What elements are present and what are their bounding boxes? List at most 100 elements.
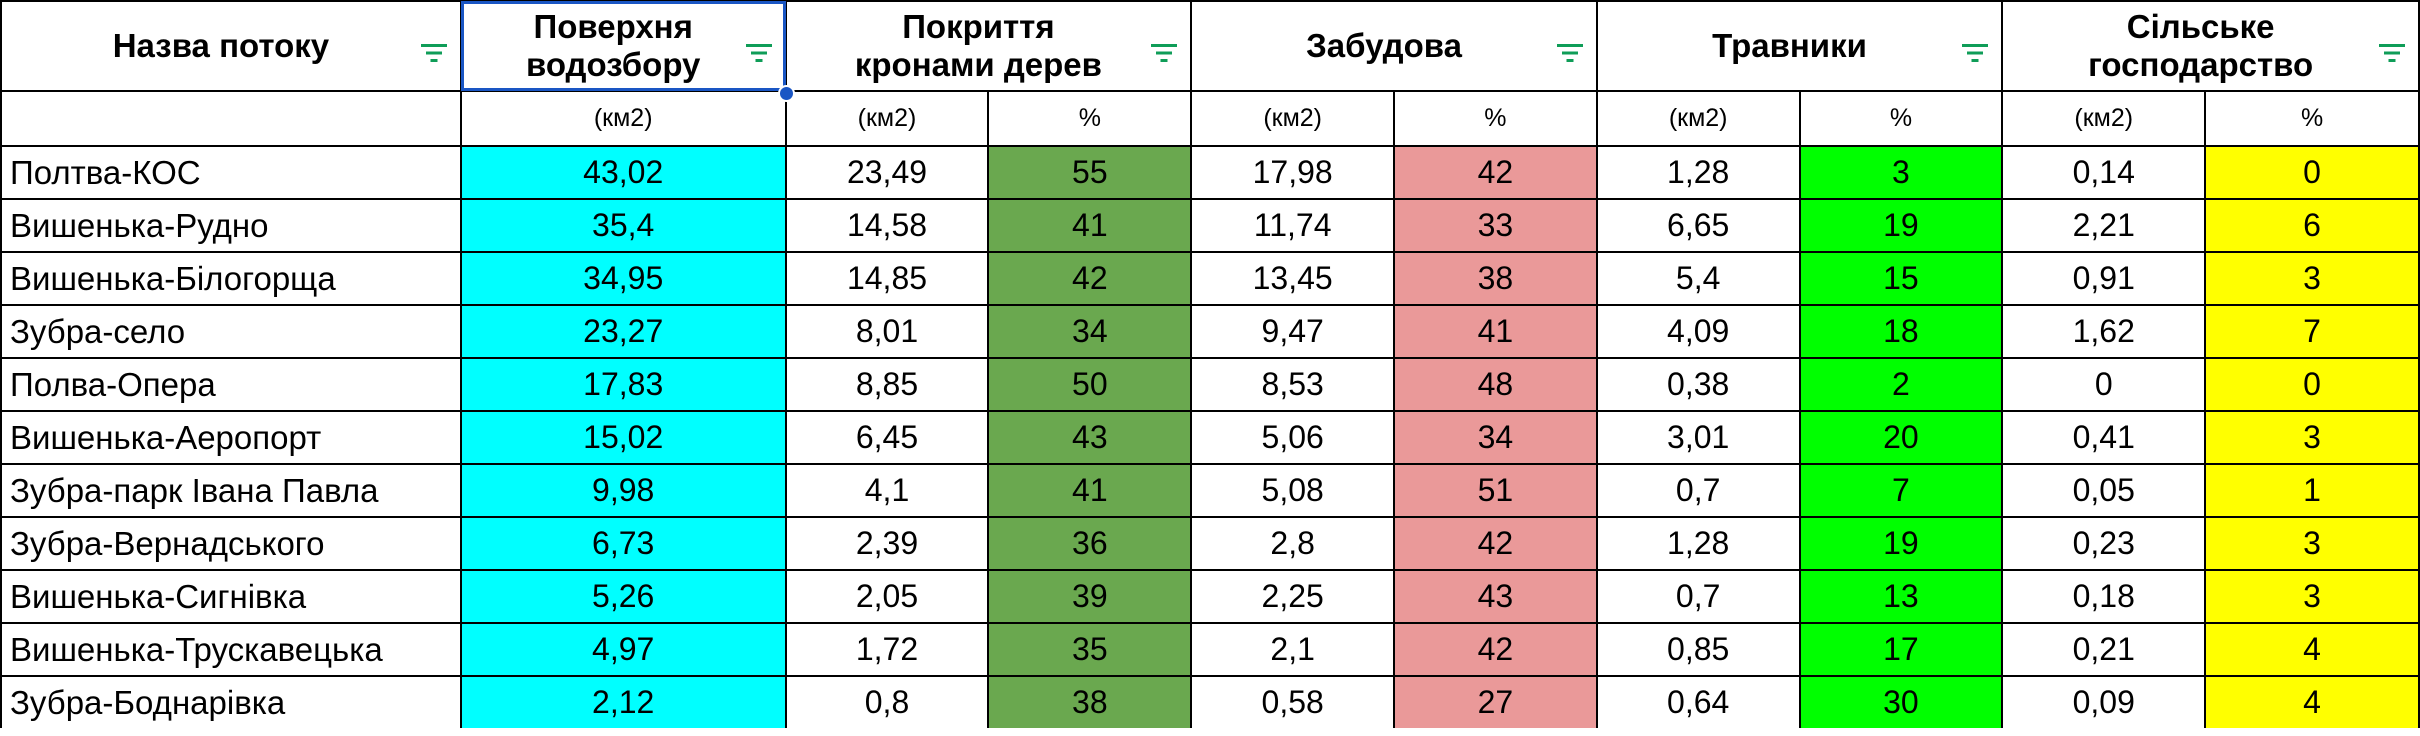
cell-grass-km2[interactable]: 1,28 xyxy=(1595,145,1801,200)
cell-agri-km2[interactable]: 0,14 xyxy=(2001,145,2207,200)
cell-name[interactable]: Вишенька-Сигнівка xyxy=(0,569,462,624)
unit-cell-build-km2[interactable]: (км2) xyxy=(1190,90,1396,147)
header-agriculture[interactable]: Сільське господарство xyxy=(2001,0,2420,92)
cell-agri-km2[interactable]: 0,41 xyxy=(2001,410,2207,465)
filter-icon[interactable] xyxy=(1150,34,1178,62)
cell-build-km2[interactable]: 2,1 xyxy=(1190,622,1396,677)
unit-cell-area[interactable]: (км2) xyxy=(459,90,787,147)
header-catchment-area[interactable]: Поверхня водозбору xyxy=(459,0,787,92)
cell-grass-km2[interactable]: 5,4 xyxy=(1595,251,1801,306)
cell-build-km2[interactable]: 0,58 xyxy=(1190,675,1396,730)
cell-build-pct[interactable]: 42 xyxy=(1393,145,1598,200)
cell-agri-pct[interactable]: 3 xyxy=(2204,569,2420,624)
cell-tree-pct[interactable]: 42 xyxy=(987,251,1193,306)
cell-grass-km2[interactable]: 1,28 xyxy=(1595,516,1801,571)
cell-area[interactable]: 35,4 xyxy=(459,198,787,253)
filter-icon[interactable] xyxy=(1961,34,1989,62)
cell-agri-km2[interactable]: 0,91 xyxy=(2001,251,2207,306)
cell-grass-pct[interactable]: 20 xyxy=(1798,410,2004,465)
cell-agri-pct[interactable]: 1 xyxy=(2204,463,2420,518)
cell-area[interactable]: 6,73 xyxy=(459,516,787,571)
cell-name[interactable]: Зубра-село xyxy=(0,304,462,359)
unit-cell-grass-pct[interactable]: % xyxy=(1798,90,2004,147)
cell-grass-pct[interactable]: 13 xyxy=(1798,569,2004,624)
unit-cell-agri-pct[interactable]: % xyxy=(2204,90,2420,147)
cell-tree-pct[interactable]: 41 xyxy=(987,463,1193,518)
cell-build-pct[interactable]: 27 xyxy=(1393,675,1598,730)
cell-grass-km2[interactable]: 0,64 xyxy=(1595,675,1801,730)
cell-grass-pct[interactable]: 15 xyxy=(1798,251,2004,306)
unit-cell-build-pct[interactable]: % xyxy=(1393,90,1598,147)
cell-agri-km2[interactable]: 0,21 xyxy=(2001,622,2207,677)
cell-name[interactable]: Вишенька-Трускавецька xyxy=(0,622,462,677)
cell-tree-km2[interactable]: 14,85 xyxy=(784,251,990,306)
cell-build-pct[interactable]: 41 xyxy=(1393,304,1598,359)
cell-grass-pct[interactable]: 17 xyxy=(1798,622,2004,677)
cell-tree-km2[interactable]: 1,72 xyxy=(784,622,990,677)
cell-agri-pct[interactable]: 0 xyxy=(2204,357,2420,412)
cell-grass-pct[interactable]: 30 xyxy=(1798,675,2004,730)
cell-agri-pct[interactable]: 3 xyxy=(2204,410,2420,465)
filter-icon[interactable] xyxy=(2378,34,2406,62)
cell-build-pct[interactable]: 43 xyxy=(1393,569,1598,624)
cell-area[interactable]: 2,12 xyxy=(459,675,787,730)
cell-agri-pct[interactable]: 4 xyxy=(2204,622,2420,677)
cell-name[interactable]: Вишенька-Рудно xyxy=(0,198,462,253)
cell-build-pct[interactable]: 51 xyxy=(1393,463,1598,518)
cell-agri-km2[interactable]: 0,05 xyxy=(2001,463,2207,518)
cell-tree-km2[interactable]: 2,39 xyxy=(784,516,990,571)
filter-icon[interactable] xyxy=(745,34,773,62)
cell-agri-pct[interactable]: 7 xyxy=(2204,304,2420,359)
header-grassland[interactable]: Травники xyxy=(1595,0,2004,92)
cell-area[interactable]: 23,27 xyxy=(459,304,787,359)
cell-name[interactable]: Полтва-КОС xyxy=(0,145,462,200)
cell-tree-km2[interactable]: 8,01 xyxy=(784,304,990,359)
cell-build-km2[interactable]: 5,08 xyxy=(1190,463,1396,518)
cell-tree-pct[interactable]: 43 xyxy=(987,410,1193,465)
cell-tree-pct[interactable]: 36 xyxy=(987,516,1193,571)
cell-grass-pct[interactable]: 3 xyxy=(1798,145,2004,200)
cell-tree-km2[interactable]: 4,1 xyxy=(784,463,990,518)
header-stream-name[interactable]: Назва потоку xyxy=(0,0,462,92)
cell-area[interactable]: 15,02 xyxy=(459,410,787,465)
cell-name[interactable]: Вишенька-Аеропорт xyxy=(0,410,462,465)
cell-agri-pct[interactable]: 3 xyxy=(2204,251,2420,306)
cell-agri-km2[interactable]: 0,18 xyxy=(2001,569,2207,624)
selection-drag-handle[interactable] xyxy=(778,85,795,102)
cell-grass-pct[interactable]: 7 xyxy=(1798,463,2004,518)
cell-build-km2[interactable]: 9,47 xyxy=(1190,304,1396,359)
cell-tree-pct[interactable]: 35 xyxy=(987,622,1193,677)
cell-name[interactable]: Вишенька-Білогорща xyxy=(0,251,462,306)
cell-agri-km2[interactable]: 2,21 xyxy=(2001,198,2207,253)
cell-area[interactable]: 34,95 xyxy=(459,251,787,306)
header-built-up[interactable]: Забудова xyxy=(1190,0,1598,92)
cell-grass-pct[interactable]: 19 xyxy=(1798,198,2004,253)
cell-build-km2[interactable]: 8,53 xyxy=(1190,357,1396,412)
cell-grass-km2[interactable]: 6,65 xyxy=(1595,198,1801,253)
cell-build-km2[interactable]: 11,74 xyxy=(1190,198,1396,253)
cell-area[interactable]: 5,26 xyxy=(459,569,787,624)
cell-build-pct[interactable]: 48 xyxy=(1393,357,1598,412)
cell-agri-km2[interactable]: 0,09 xyxy=(2001,675,2207,730)
cell-grass-km2[interactable]: 4,09 xyxy=(1595,304,1801,359)
cell-agri-pct[interactable]: 4 xyxy=(2204,675,2420,730)
cell-tree-km2[interactable]: 6,45 xyxy=(784,410,990,465)
cell-grass-km2[interactable]: 0,38 xyxy=(1595,357,1801,412)
cell-name[interactable]: Зубра-парк Івана Павла xyxy=(0,463,462,518)
cell-grass-km2[interactable]: 0,7 xyxy=(1595,569,1801,624)
cell-name[interactable]: Полва-Опера xyxy=(0,357,462,412)
cell-tree-pct[interactable]: 39 xyxy=(987,569,1193,624)
cell-grass-pct[interactable]: 2 xyxy=(1798,357,2004,412)
cell-agri-pct[interactable]: 6 xyxy=(2204,198,2420,253)
cell-build-km2[interactable]: 2,8 xyxy=(1190,516,1396,571)
cell-tree-km2[interactable]: 14,58 xyxy=(784,198,990,253)
cell-tree-pct[interactable]: 50 xyxy=(987,357,1193,412)
cell-area[interactable]: 9,98 xyxy=(459,463,787,518)
cell-agri-pct[interactable]: 0 xyxy=(2204,145,2420,200)
cell-agri-km2[interactable]: 1,62 xyxy=(2001,304,2207,359)
unit-cell-grass-km2[interactable]: (км2) xyxy=(1595,90,1801,147)
cell-build-pct[interactable]: 42 xyxy=(1393,516,1598,571)
cell-area[interactable]: 4,97 xyxy=(459,622,787,677)
cell-tree-km2[interactable]: 2,05 xyxy=(784,569,990,624)
cell-tree-pct[interactable]: 38 xyxy=(987,675,1193,730)
